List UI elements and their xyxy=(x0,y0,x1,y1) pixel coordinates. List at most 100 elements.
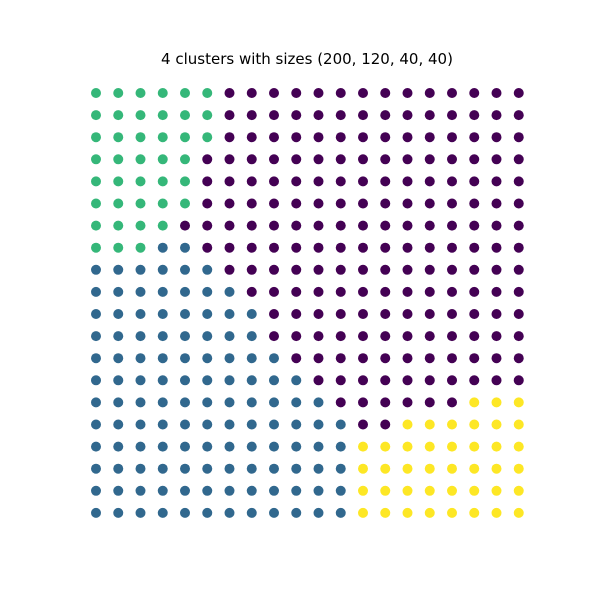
scatter-point xyxy=(469,154,480,165)
scatter-point xyxy=(469,353,480,364)
scatter-point xyxy=(291,353,302,364)
scatter-point xyxy=(358,132,368,143)
scatter-point xyxy=(491,463,502,474)
scatter-point xyxy=(380,441,391,452)
scatter-point xyxy=(135,375,146,386)
scatter-point xyxy=(202,132,213,143)
scatter-point xyxy=(335,331,346,342)
scatter-point xyxy=(135,198,146,209)
scatter-point xyxy=(513,419,524,430)
scatter-point xyxy=(157,264,168,275)
scatter-point xyxy=(447,353,457,364)
scatter-point xyxy=(424,286,435,297)
scatter-point xyxy=(246,264,257,275)
scatter-point xyxy=(358,485,368,496)
scatter-point xyxy=(380,88,391,98)
scatter-point xyxy=(358,154,368,165)
scatter-point xyxy=(135,264,146,275)
scatter-point xyxy=(180,88,190,98)
scatter-point xyxy=(113,110,124,121)
scatter-point xyxy=(447,419,457,430)
scatter-point xyxy=(269,110,279,121)
scatter-point xyxy=(335,353,346,364)
scatter-point xyxy=(180,397,190,408)
scatter-point xyxy=(180,154,190,165)
scatter-point xyxy=(269,88,279,98)
scatter-point xyxy=(402,154,413,165)
scatter-point xyxy=(513,441,524,452)
scatter-point xyxy=(202,176,213,187)
scatter-point xyxy=(91,132,101,143)
scatter-point xyxy=(91,507,101,518)
scatter-point xyxy=(202,485,213,496)
scatter-point xyxy=(157,463,168,474)
scatter-point xyxy=(491,507,502,518)
scatter-point xyxy=(424,485,435,496)
scatter-point xyxy=(157,441,168,452)
scatter-point xyxy=(358,88,368,98)
scatter-point xyxy=(402,419,413,430)
scatter-point xyxy=(157,485,168,496)
scatter-point xyxy=(202,110,213,121)
scatter-point xyxy=(424,375,435,386)
scatter-point xyxy=(91,110,101,121)
scatter-point xyxy=(424,132,435,143)
scatter-point xyxy=(491,397,502,408)
scatter-point xyxy=(91,463,101,474)
scatter-point xyxy=(469,176,480,187)
scatter-point xyxy=(291,88,302,98)
scatter-point xyxy=(224,220,235,231)
scatter-point xyxy=(447,441,457,452)
scatter-point xyxy=(224,419,235,430)
scatter-point xyxy=(202,375,213,386)
scatter-point xyxy=(224,198,235,209)
scatter-point xyxy=(491,286,502,297)
scatter-point xyxy=(491,176,502,187)
scatter-point xyxy=(224,331,235,342)
scatter-point xyxy=(402,220,413,231)
scatter-point xyxy=(424,220,435,231)
scatter-point xyxy=(513,220,524,231)
scatter-point xyxy=(135,132,146,143)
scatter-point xyxy=(513,397,524,408)
scatter-point xyxy=(402,507,413,518)
scatter-point xyxy=(358,419,368,430)
scatter-point xyxy=(380,397,391,408)
scatter-point xyxy=(224,154,235,165)
scatter-point xyxy=(313,176,324,187)
scatter-point xyxy=(380,264,391,275)
scatter-point xyxy=(313,154,324,165)
scatter-point xyxy=(291,176,302,187)
scatter-point xyxy=(380,132,391,143)
scatter-point xyxy=(291,220,302,231)
scatter-point xyxy=(135,220,146,231)
scatter-point xyxy=(135,176,146,187)
scatter-point xyxy=(246,485,257,496)
scatter-point xyxy=(135,397,146,408)
scatter-point xyxy=(135,88,146,98)
scatter-point xyxy=(491,353,502,364)
scatter-point xyxy=(447,375,457,386)
scatter-point xyxy=(313,331,324,342)
scatter-point xyxy=(269,309,279,319)
scatter-point xyxy=(380,507,391,518)
scatter-point xyxy=(402,176,413,187)
scatter-point xyxy=(469,220,480,231)
scatter-point xyxy=(380,419,391,430)
scatter-point xyxy=(513,353,524,364)
scatter-point xyxy=(447,463,457,474)
scatter-point xyxy=(380,309,391,319)
scatter-point xyxy=(113,154,124,165)
scatter-point xyxy=(335,419,346,430)
scatter-point xyxy=(224,507,235,518)
scatter-point xyxy=(469,441,480,452)
scatter-point xyxy=(447,176,457,187)
scatter-point xyxy=(113,88,124,98)
scatter-point xyxy=(135,110,146,121)
scatter-point xyxy=(157,375,168,386)
scatter-point xyxy=(91,242,101,253)
scatter-point xyxy=(358,309,368,319)
scatter-point xyxy=(269,397,279,408)
scatter-point xyxy=(113,463,124,474)
scatter-point xyxy=(246,353,257,364)
